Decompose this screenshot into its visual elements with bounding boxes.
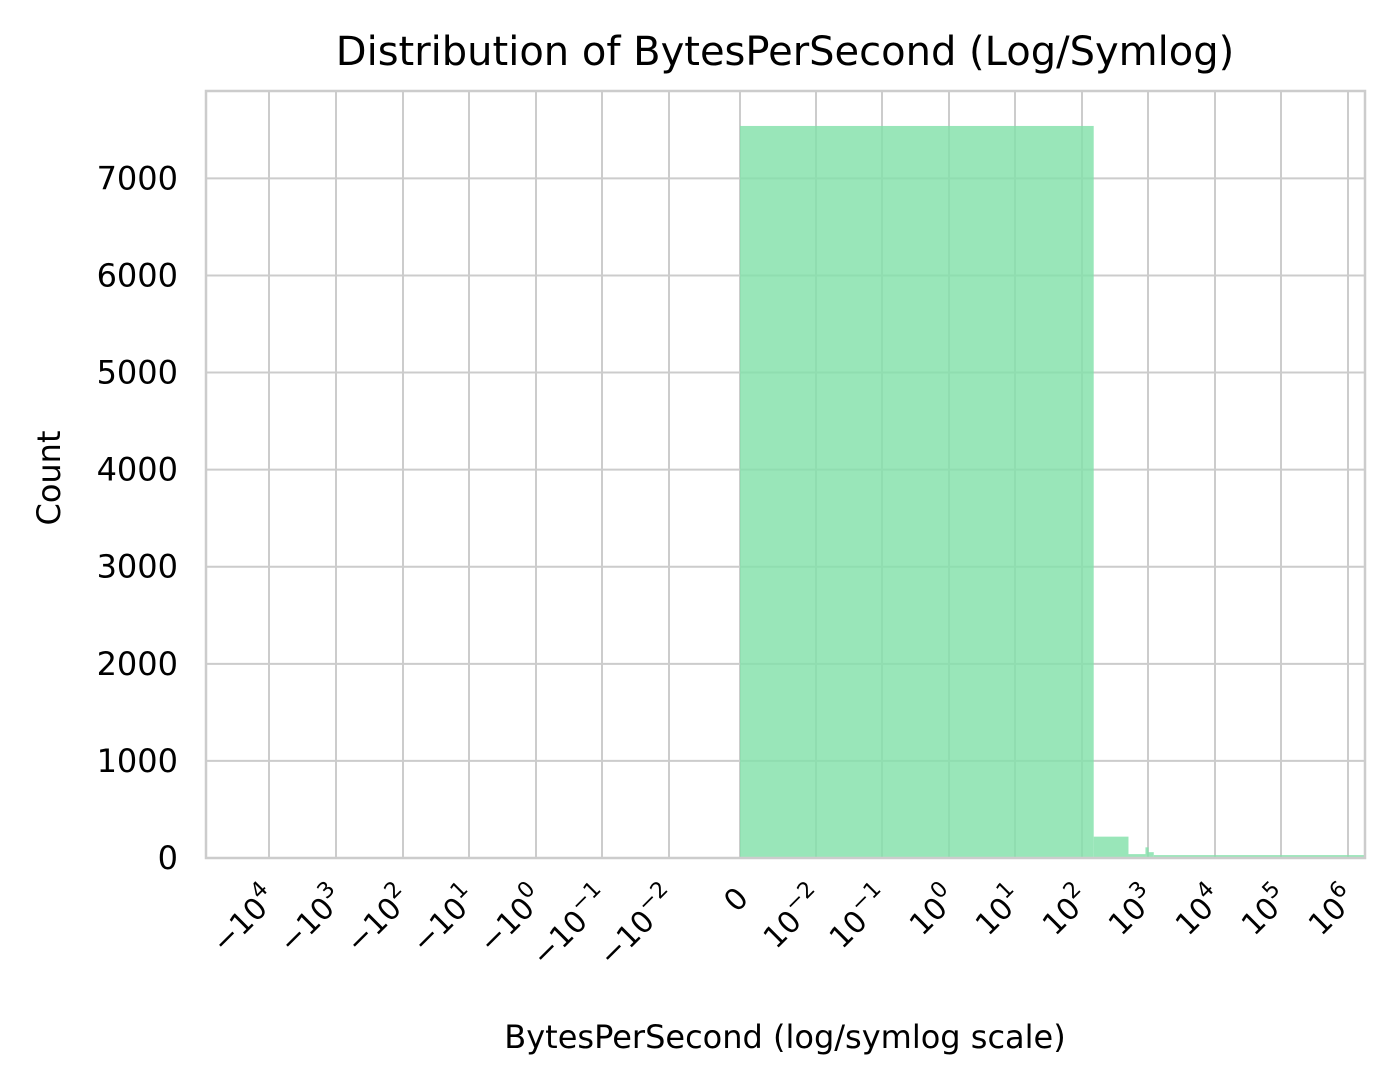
x-tick-label: −101 [401,877,485,961]
histogram-bar-0 [740,125,1094,858]
x-tick-label: 100 [899,877,965,943]
histogram-bar-3 [1145,847,1149,858]
y-tick-label: 1000 [97,742,178,780]
histogram-bar-5 [1153,855,1365,858]
y-tick-label: 0 [158,839,178,877]
x-tick-label: 10−1 [819,877,898,956]
x-tick-label: −102 [335,877,419,961]
plot-frame [204,89,1367,860]
y-tick-labels: 0 1000 2000 3000 4000 5000 6000 7000 [97,159,178,877]
x-tick-label: 0 [717,881,755,919]
x-tick-label: 101 [965,877,1031,943]
x-tick-label: 105 [1231,877,1297,943]
y-tick-label: 3000 [97,548,178,586]
x-tick-labels: −104−103−102−101−100−10−1−10−2 010−210−1 1… [201,877,1364,974]
x-axis-label: BytesPerSecond (log/symlog scale) [504,1018,1065,1056]
x-tick-label: −104 [201,877,285,961]
x-tick-label: 106 [1298,877,1364,943]
x-tick-label: −103 [268,877,352,961]
histogram-bar-2 [1128,854,1146,858]
y-tick-label: 5000 [97,354,178,392]
x-tick-label: 104 [1165,877,1231,943]
y-axis-label: Count [30,430,68,525]
histogram-bars [740,125,1365,858]
histogram-bar-4 [1148,852,1154,858]
y-tick-label: 7000 [97,159,178,197]
x-tick-label: 102 [1032,877,1098,943]
x-tick-label: 10−2 [753,877,832,956]
x-tick-label: 103 [1098,877,1164,943]
y-tick-label: 6000 [97,256,178,294]
histogram-bar-1 [1093,836,1129,858]
y-tick-label: 2000 [97,645,178,683]
chart-title: Distribution of BytesPerSecond (Log/Syml… [336,29,1234,75]
y-tick-label: 4000 [97,451,178,489]
